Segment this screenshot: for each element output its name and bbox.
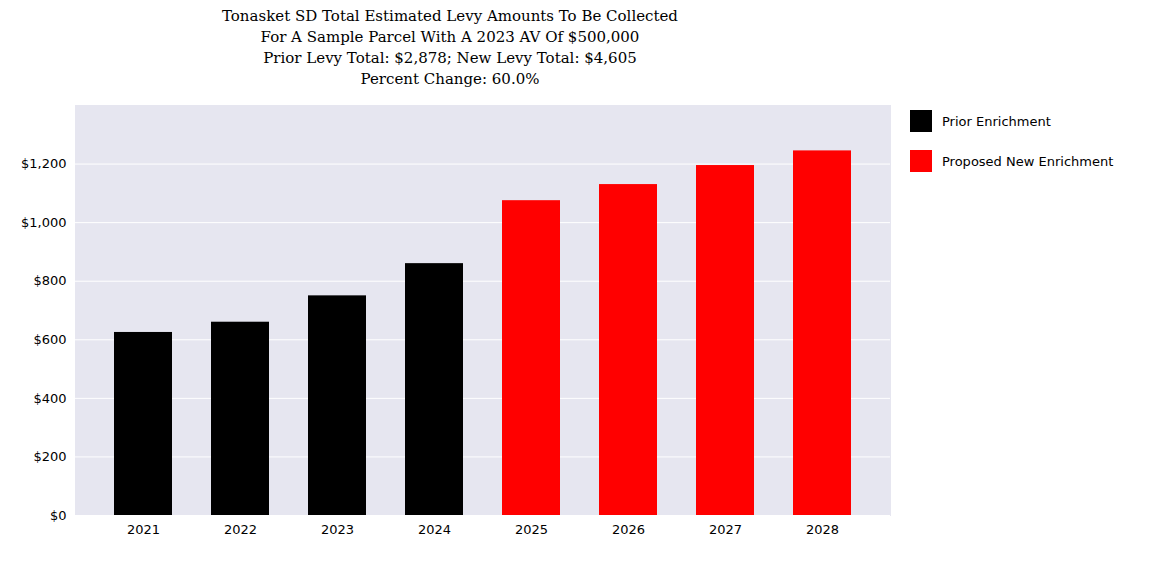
svg-text:$400: $400 <box>33 391 66 406</box>
svg-text:$1,200: $1,200 <box>21 156 67 171</box>
svg-text:$200: $200 <box>33 449 66 464</box>
svg-text:2028: 2028 <box>806 522 839 537</box>
svg-text:$1,000: $1,000 <box>21 215 67 230</box>
svg-text:2023: 2023 <box>321 522 354 537</box>
svg-text:2026: 2026 <box>612 522 645 537</box>
html-text:Prior Enrichment: Prior Enrichment <box>942 113 1051 129</box>
html-text:Tonasket SD Total Estimated Le: Tonasket SD Total Estimated Levy Amounts… <box>222 7 678 88</box>
svg-text:2027: 2027 <box>709 522 742 537</box>
svg-text:$600: $600 <box>33 332 66 347</box>
svg-text:$0: $0 <box>50 508 67 523</box>
svg-text:2025: 2025 <box>515 522 548 537</box>
svg-text:2022: 2022 <box>224 522 257 537</box>
svg-text:2021: 2021 <box>127 522 160 537</box>
svg-text:2024: 2024 <box>418 522 451 537</box>
svg-text:$800: $800 <box>33 273 66 288</box>
html-text:Proposed New Enrichment: Proposed New Enrichment <box>942 153 1114 169</box>
